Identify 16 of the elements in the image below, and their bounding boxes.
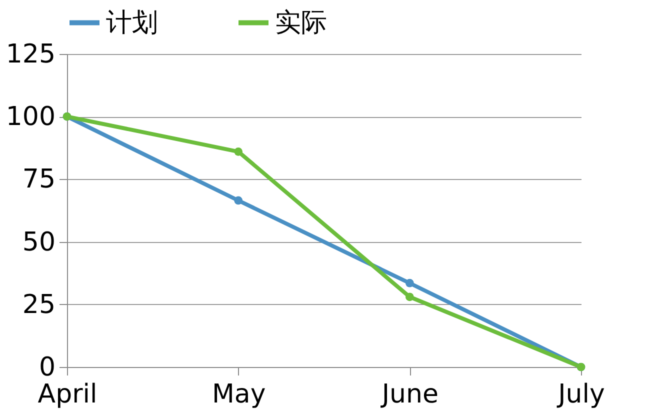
x-tick-label: July [556, 380, 605, 410]
y-tick-label: 50 [22, 227, 56, 258]
y-tick-label: 75 [22, 164, 56, 195]
point [405, 278, 414, 288]
y-tick-label: 125 [6, 40, 56, 70]
x-tick-label: June [380, 380, 438, 410]
point [234, 147, 243, 156]
y-tick-label: 0 [38, 352, 56, 382]
y-tick-label: 25 [22, 290, 56, 320]
legend-label: 实际 [275, 8, 327, 38]
x-tick-label: April [38, 380, 98, 410]
point [405, 292, 414, 302]
x-tick-label: May [212, 380, 266, 410]
point [234, 196, 243, 205]
y-tick-label: 100 [6, 102, 56, 132]
legend-label: 计划 [106, 8, 158, 38]
